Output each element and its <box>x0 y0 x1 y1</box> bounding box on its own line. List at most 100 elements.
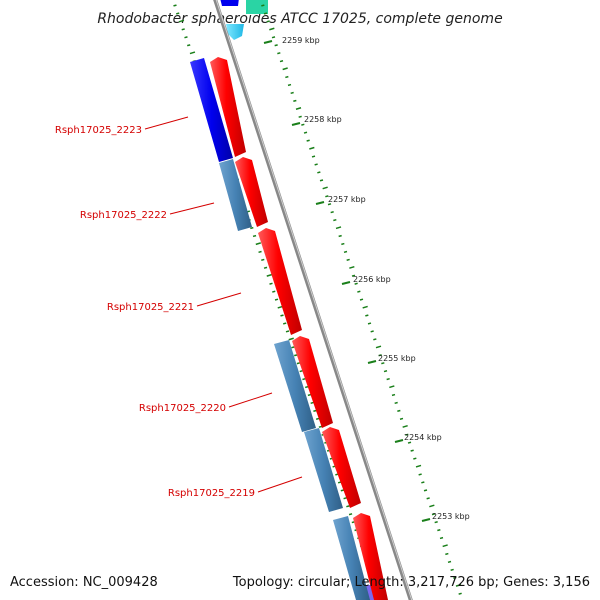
minor-tick <box>274 44 278 47</box>
gene-label-2221[interactable]: Rsph17025_2221 <box>107 292 242 313</box>
minor-tick <box>304 385 309 389</box>
minor-tick <box>266 20 270 23</box>
minor-tick <box>269 282 273 285</box>
cds-forward-2219[interactable] <box>322 427 361 508</box>
partial-feature-top[interactable] <box>218 0 268 40</box>
minor-tick <box>261 4 265 7</box>
minor-tick <box>303 131 308 134</box>
minor-tick <box>282 67 288 71</box>
minor-tick <box>335 226 342 230</box>
minor-tick <box>294 354 298 357</box>
minor-tick <box>311 155 316 158</box>
minor-tick <box>458 592 462 595</box>
minor-tick <box>280 314 284 317</box>
minor-tick <box>437 528 441 532</box>
minor-tick <box>365 314 369 317</box>
minor-tick <box>423 489 428 492</box>
minor-tick <box>291 346 295 349</box>
minor-tick <box>277 52 281 55</box>
minor-tick <box>370 330 374 333</box>
minor-tick <box>322 186 328 190</box>
minor-tick <box>330 211 334 214</box>
minor-tick <box>418 473 422 476</box>
ruler-label: 2255 kbp <box>378 354 416 363</box>
cds-forward-2223[interactable] <box>210 57 246 157</box>
gene-label-2222[interactable]: Rsph17025_2222 <box>80 202 215 221</box>
cds-forward-2221[interactable] <box>258 228 302 335</box>
minor-tick <box>389 385 395 389</box>
ruler-mark-2256: 2256 kbp <box>341 275 391 285</box>
forward-strand <box>210 57 388 600</box>
gene-label-2219[interactable]: Rsph17025_2219 <box>168 476 303 499</box>
minor-tick <box>263 12 268 15</box>
cds-reverse-2223[interactable] <box>190 58 233 162</box>
minor-tick <box>338 234 342 238</box>
minor-tick <box>405 433 409 436</box>
minor-tick <box>319 179 324 182</box>
minor-tick <box>391 393 396 397</box>
minor-tick <box>434 521 438 524</box>
minor-tick <box>450 568 454 571</box>
ruler-mark-2257: 2257 kbp <box>315 195 366 205</box>
minor-tick <box>263 266 268 269</box>
minor-tick <box>181 28 185 31</box>
gene-label-text: Rsph17025_2219 <box>168 488 255 499</box>
cds-forward-2220[interactable] <box>292 336 333 428</box>
reverse-strand <box>190 58 370 600</box>
minor-tick <box>421 481 425 484</box>
minor-tick <box>333 218 337 222</box>
minor-tick <box>293 99 297 103</box>
minor-tick <box>283 322 287 325</box>
minor-tick <box>402 424 408 428</box>
gene-label-text: Rsph17025_2220 <box>139 403 226 414</box>
minor-tick <box>407 441 412 444</box>
ruler-label: 2259 kbp <box>282 36 320 45</box>
ruler-label: 2256 kbp <box>353 275 391 284</box>
minor-tick <box>279 60 284 63</box>
map-title: Rhodobacter sphaeroides ATCC 17025, comp… <box>97 11 502 27</box>
minor-tick <box>439 536 444 540</box>
cds-reverse-2222[interactable] <box>219 159 252 231</box>
minor-tick <box>290 91 294 95</box>
gene-label-text: Rsph17025_2223 <box>55 125 142 136</box>
gene-label-text: Rsph17025_2221 <box>107 302 194 313</box>
cds-forward-next[interactable] <box>353 513 388 600</box>
minor-tick <box>313 409 317 413</box>
cds-reverse-next[interactable] <box>333 516 370 600</box>
minor-tick <box>447 560 452 564</box>
minor-tick <box>327 203 332 206</box>
ruler-mark-2254: 2254 kbp <box>394 433 442 443</box>
minor-tick <box>348 513 353 516</box>
cds-forward-2222[interactable] <box>235 157 268 227</box>
gene-label-2220[interactable]: Rsph17025_2220 <box>139 392 273 414</box>
minor-tick <box>445 552 449 556</box>
minor-tick <box>298 115 302 118</box>
minor-tick <box>295 107 302 110</box>
minor-tick <box>184 36 188 39</box>
minor-tick <box>317 171 321 174</box>
gene-label-2223[interactable]: Rsph17025_2223 <box>55 116 189 136</box>
minor-tick <box>341 242 345 246</box>
minor-tick <box>261 258 265 261</box>
minor-tick <box>442 544 448 548</box>
minor-tick <box>351 274 356 277</box>
genome-stats-text: Topology: circular; Length: 3,217,726 bp… <box>232 575 590 590</box>
cds-reverse-2220[interactable] <box>274 340 316 432</box>
minor-tick <box>307 393 312 397</box>
minor-tick <box>287 83 292 87</box>
minor-tick <box>373 338 377 341</box>
minor-tick <box>410 449 414 452</box>
minor-tick <box>296 362 301 365</box>
ruler: 2259 kbp 2258 kbp 2257 kbp 2256 kbp 2255… <box>263 36 470 522</box>
minor-tick <box>301 123 305 126</box>
ruler-label: 2254 kbp <box>404 433 442 442</box>
minor-tick <box>399 417 404 420</box>
ruler-mark-2258: 2258 kbp <box>291 115 342 126</box>
minor-tick <box>362 305 368 309</box>
minor-tick <box>343 250 348 254</box>
cds-reverse-2219[interactable] <box>304 428 343 512</box>
minor-tick <box>266 273 272 277</box>
minor-tick <box>397 409 401 413</box>
minor-tick <box>272 290 276 293</box>
minor-tick <box>187 44 191 47</box>
